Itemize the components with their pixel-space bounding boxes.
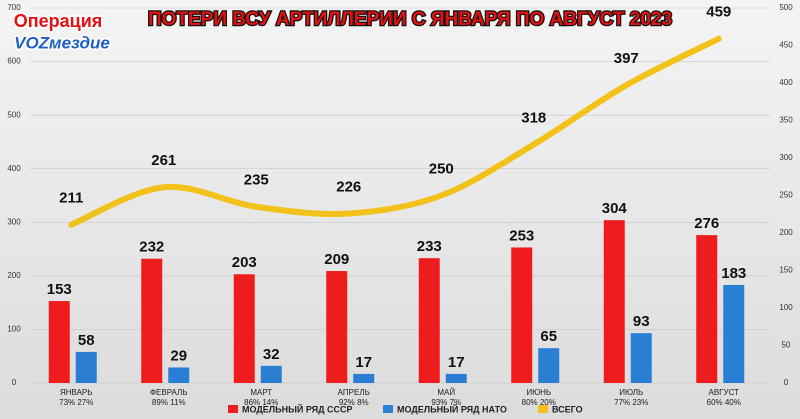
value-label: 304: [602, 200, 628, 217]
legend-label: ВСЕГО: [552, 404, 583, 414]
y-tick-label: 600: [7, 57, 21, 66]
y2-tick-label: 500: [779, 3, 793, 12]
x-tick-sublabel: 93% 7%: [431, 398, 461, 407]
line-value-label: 250: [429, 160, 454, 177]
y2-tick-label: 50: [782, 341, 791, 350]
x-tick-sublabel: 86% 14%: [244, 398, 278, 407]
line-value-label: 211: [59, 190, 83, 207]
y-tick-label: 200: [7, 271, 21, 280]
value-label: 32: [263, 346, 280, 363]
legend-swatch: [383, 405, 393, 413]
value-label: 153: [47, 281, 72, 298]
bar: [168, 367, 190, 383]
bar: [603, 220, 625, 383]
value-label: 183: [721, 265, 746, 282]
logo-line1: Операция: [14, 11, 103, 31]
y-tick-label: 500: [7, 110, 21, 119]
bar: [326, 271, 348, 383]
x-tick-label: МАРТ: [250, 388, 272, 397]
line-value-label: 261: [151, 152, 176, 169]
value-label: 29: [170, 347, 187, 364]
y2-tick-label: 250: [779, 191, 793, 200]
value-label: 233: [417, 238, 442, 255]
x-tick-label: АВГУСТ: [709, 388, 740, 397]
logo-line2: VOZмездие: [14, 33, 110, 52]
y2-tick-label: 450: [779, 41, 793, 50]
bar: [538, 348, 560, 383]
bar: [141, 258, 163, 383]
line-value-label: 459: [706, 4, 731, 21]
y2-tick-label: 150: [779, 266, 793, 275]
x-tick-label: ЯНВАРЬ: [60, 388, 93, 397]
y2-tick-label: 0: [784, 378, 789, 387]
chart-title: ПОТЕРИ ВСУ АРТИЛЛЕРИИ С ЯНВАРЯ ПО АВГУСТ…: [148, 9, 672, 30]
bar: [75, 351, 97, 383]
value-label: 209: [324, 251, 349, 268]
line-value-label: 318: [521, 109, 546, 126]
x-tick-sublabel: 80% 20%: [522, 398, 556, 407]
x-tick-sublabel: 60% 40%: [707, 398, 741, 407]
line-value-label: 226: [336, 178, 361, 195]
y-tick-label: 100: [7, 325, 21, 334]
bar: [418, 258, 440, 383]
legend-label: МОДЕЛЬНЫЙ РЯД СССР: [242, 403, 353, 414]
bar: [48, 301, 70, 383]
x-tick-sublabel: 92% 8%: [339, 398, 369, 407]
value-label: 253: [509, 227, 534, 244]
y2-tick-label: 100: [779, 303, 793, 312]
legend-swatch: [228, 405, 238, 413]
x-tick-sublabel: 89% 11%: [152, 398, 186, 407]
line-value-label: 397: [614, 50, 639, 67]
value-label: 232: [139, 239, 164, 256]
line-value-label: 235: [244, 172, 269, 189]
value-label: 58: [78, 332, 95, 349]
bar: [260, 365, 282, 383]
value-label: 203: [232, 254, 257, 271]
x-tick-label: ИЮНЬ: [526, 388, 551, 397]
x-tick-label: ФЕВРАЛЬ: [150, 388, 188, 397]
value-label: 65: [540, 328, 557, 345]
bar: [511, 247, 533, 383]
value-label: 276: [694, 215, 719, 232]
line: [68, 35, 722, 228]
y-tick-label: 400: [7, 164, 21, 173]
bar: [445, 373, 467, 383]
value-label: 17: [448, 354, 465, 371]
y2-tick-label: 300: [779, 153, 793, 162]
bar: [353, 373, 375, 383]
bar: [696, 235, 718, 383]
x-tick-label: АПРЕЛЬ: [338, 388, 370, 397]
value-label: 93: [633, 313, 650, 330]
x-tick-sublabel: 77% 23%: [614, 398, 648, 407]
y2-tick-label: 200: [779, 228, 793, 237]
x-tick-label: ИЮЛЬ: [619, 388, 643, 397]
bar: [233, 274, 255, 383]
bar: [630, 333, 652, 383]
x-tick-label: МАЙ: [437, 388, 455, 397]
bar: [723, 284, 745, 383]
y-tick-label: 700: [7, 3, 21, 12]
legend-swatch: [538, 405, 548, 413]
y2-tick-label: 350: [779, 116, 793, 125]
x-tick-sublabel: 73% 27%: [59, 398, 93, 407]
legend-label: МОДЕЛЬНЫЙ РЯД НАТО: [397, 403, 507, 414]
y2-tick-label: 400: [779, 78, 793, 87]
y-tick-label: 0: [12, 378, 17, 387]
y-tick-label: 300: [7, 217, 21, 226]
value-label: 17: [355, 354, 372, 371]
